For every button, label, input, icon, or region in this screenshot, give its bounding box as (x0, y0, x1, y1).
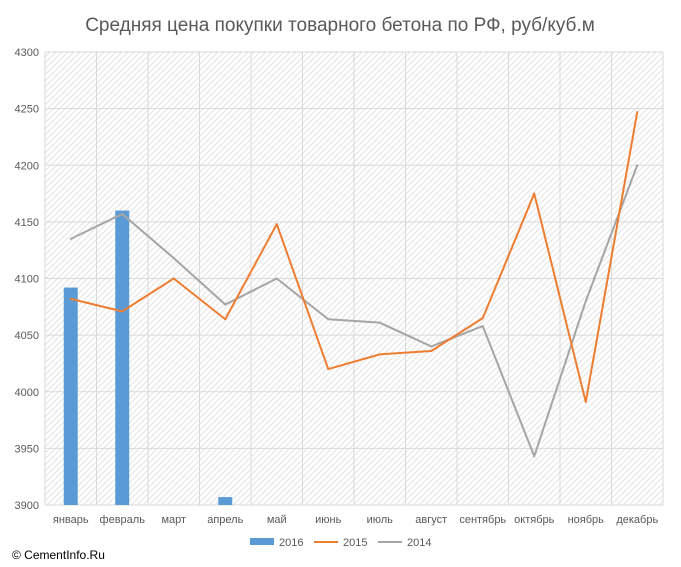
point-2015 (430, 349, 433, 352)
y-tick-label: 4200 (15, 160, 39, 172)
point-2015 (636, 111, 639, 114)
point-2015 (121, 310, 124, 313)
point-2014 (378, 321, 381, 324)
point-2014 (327, 318, 330, 321)
x-tick-label: январь (53, 514, 89, 526)
legend-label: 2016 (279, 537, 303, 549)
point-2014 (430, 345, 433, 348)
bar-2016 (218, 497, 233, 505)
copyright-text: © CementInfo.Ru (12, 548, 105, 562)
legend-label: 2015 (343, 537, 367, 549)
point-2014 (224, 303, 227, 306)
legend-item-2016: 2016 (250, 537, 303, 549)
point-2015 (533, 192, 536, 195)
legend-swatch (250, 538, 274, 545)
point-2014 (481, 325, 484, 328)
series-line-2015 (70, 111, 639, 403)
legend-item-2014: 2014 (378, 537, 431, 549)
y-tick-label: 4300 (15, 47, 39, 59)
point-2015 (69, 297, 72, 300)
y-tick-label: 4050 (15, 330, 39, 342)
point-2014 (275, 277, 278, 280)
x-tick-label: ноябрь (568, 514, 605, 526)
y-tick-label: 3950 (15, 443, 39, 455)
point-2014 (533, 455, 536, 458)
y-tick-label: 4250 (15, 104, 39, 116)
point-2015 (481, 317, 484, 320)
bar-2016 (115, 210, 130, 506)
x-tick-label: июнь (315, 514, 341, 526)
point-2014 (121, 212, 124, 215)
y-tick-label: 4100 (15, 274, 39, 286)
point-2015 (584, 400, 587, 403)
x-tick-label: май (267, 514, 287, 526)
point-2015 (378, 353, 381, 356)
x-tick-label: июль (367, 514, 394, 526)
point-2014 (636, 164, 639, 167)
chart-title: Средняя цена покупки товарного бетона по… (85, 15, 595, 36)
x-tick-label: декабрь (616, 514, 658, 526)
point-2014 (172, 257, 175, 260)
point-2014 (69, 237, 72, 240)
point-2015 (327, 368, 330, 371)
point-2015 (172, 277, 175, 280)
point-2015 (275, 223, 278, 226)
y-tick-label: 4150 (15, 217, 39, 229)
y-tick-label: 3900 (15, 500, 39, 512)
x-tick-label: апрель (207, 514, 243, 526)
x-tick-label: март (161, 514, 186, 526)
bar-2016 (63, 287, 78, 505)
x-tick-label: октябрь (514, 514, 554, 526)
legend-label: 2014 (407, 537, 431, 549)
point-2015 (224, 318, 227, 321)
x-tick-label: февраль (100, 514, 146, 526)
point-2014 (584, 300, 587, 303)
series-line-2014 (70, 164, 639, 458)
y-tick-label: 4000 (15, 387, 39, 399)
legend-item-2015: 2015 (314, 537, 367, 549)
x-tick-label: август (415, 514, 447, 526)
x-tick-label: сентябрь (459, 514, 506, 526)
